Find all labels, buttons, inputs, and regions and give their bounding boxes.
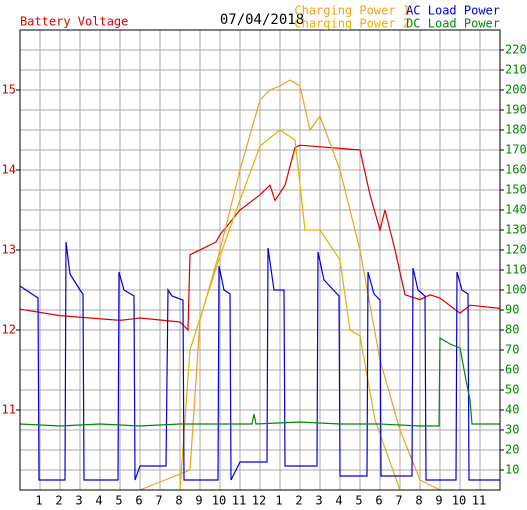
y-tick-label: 13 [2, 243, 16, 257]
y2-tick-label: 190 [505, 103, 527, 117]
legend-entry: Battery Voltage [20, 15, 128, 29]
x-tick-label: 10 [452, 494, 466, 508]
x-tick-label: 5 [115, 494, 122, 508]
x-tick-label: 11 [232, 494, 246, 508]
y2-tick-label: 210 [505, 63, 527, 77]
y2-tick-label: 80 [505, 323, 519, 337]
x-tick-label: 2 [295, 494, 302, 508]
series-line [139, 79, 441, 491]
legend-entry: DC Load Power [406, 17, 500, 31]
y2-tick-label: 90 [505, 303, 519, 317]
x-tick-label: 6 [375, 494, 382, 508]
y2-tick-label: 220 [505, 43, 527, 57]
x-tick-label: 3 [75, 494, 82, 508]
x-tick-label: 5 [355, 494, 362, 508]
x-tick-label: 1 [275, 494, 282, 508]
y-tick-label: 15 [2, 83, 16, 97]
y2-tick-label: 150 [505, 183, 527, 197]
series-line [179, 129, 401, 491]
x-tick-label: 3 [315, 494, 322, 508]
y2-tick-label: 130 [505, 223, 527, 237]
legend-entry: Charging Power 1 [294, 4, 410, 18]
x-tick-label: 8 [415, 494, 422, 508]
y2-tick-label: 30 [505, 423, 519, 437]
x-tick-label: 10 [212, 494, 226, 508]
x-tick-label: 7 [155, 494, 162, 508]
y2-tick-label: 120 [505, 243, 527, 257]
x-tick-label: 2 [55, 494, 62, 508]
y2-tick-label: 70 [505, 343, 519, 357]
legend-entry: AC Load Power [406, 4, 500, 18]
y-tick-label: 11 [2, 403, 16, 417]
lines [19, 79, 501, 491]
legend-entry: Charging Power 2 [294, 17, 410, 31]
x-tick-label: 12 [252, 494, 266, 508]
y2-tick-label: 140 [505, 203, 527, 217]
series-line [19, 336, 500, 427]
chart-title: 07/04/2018 [220, 12, 304, 28]
x-tick-label: 4 [335, 494, 342, 508]
y2-tick-label: 180 [505, 123, 527, 137]
y2-tick-label: 60 [505, 363, 519, 377]
y2-tick-label: 110 [505, 263, 527, 277]
plot-border [19, 29, 501, 491]
x-tick-label: 9 [195, 494, 202, 508]
x-tick-label: 8 [175, 494, 182, 508]
series-line [19, 241, 500, 481]
y2-tick-label: 40 [505, 403, 519, 417]
y2-tick-label: 200 [505, 83, 527, 97]
y2-tick-label: 160 [505, 163, 527, 177]
x-tick-label: 4 [95, 494, 102, 508]
x-tick-label: 6 [135, 494, 142, 508]
y-tick-label: 14 [2, 163, 16, 177]
x-tick-label: 11 [472, 494, 486, 508]
y-tick-label: 12 [2, 323, 16, 337]
x-tick-label: 1 [35, 494, 42, 508]
x-tick-label: 7 [395, 494, 402, 508]
y2-tick-label: 20 [505, 443, 519, 457]
grid [20, 30, 500, 490]
y2-tick-label: 170 [505, 143, 527, 157]
x-tick-label: 9 [435, 494, 442, 508]
y2-tick-label: 10 [505, 463, 519, 477]
y2-tick-label: 50 [505, 383, 519, 397]
y2-tick-label: 100 [505, 283, 527, 297]
